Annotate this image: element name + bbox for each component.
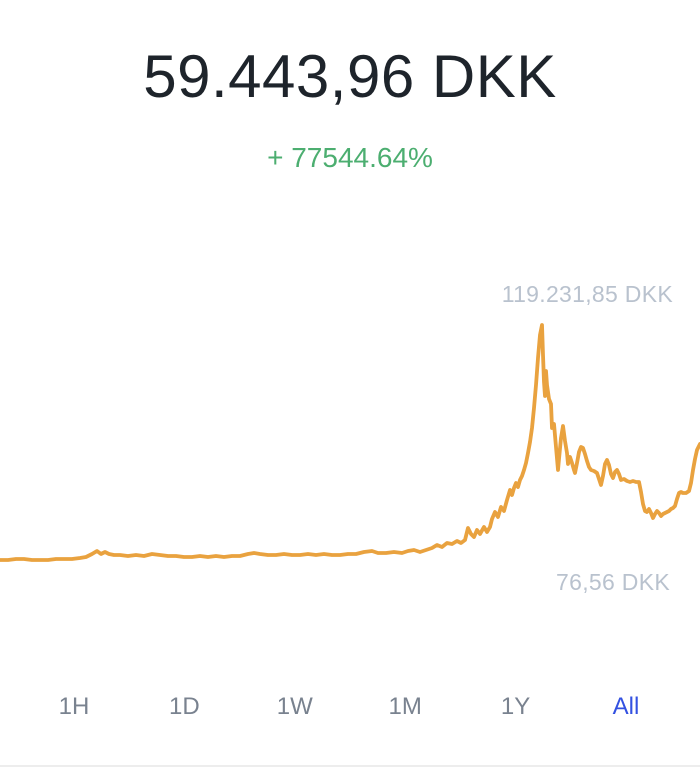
price-line bbox=[0, 323, 700, 562]
range-button-1h[interactable]: 1H bbox=[52, 691, 96, 723]
current-price: 59.443,96 DKK bbox=[143, 43, 557, 110]
time-range-selector: 1H 1D 1W 1M 1Y All bbox=[0, 691, 700, 723]
chart-high-label: 119.231,85 DKK bbox=[501, 281, 673, 307]
chart-low-label: 76,56 DKK bbox=[556, 569, 670, 595]
range-button-1d[interactable]: 1D bbox=[162, 691, 206, 723]
range-button-1w[interactable]: 1W bbox=[273, 691, 317, 723]
range-button-all[interactable]: All bbox=[604, 691, 648, 723]
range-button-1y[interactable]: 1Y bbox=[494, 691, 538, 723]
range-button-1m[interactable]: 1M bbox=[383, 691, 427, 723]
price-change-percent: + 77544.64% bbox=[267, 142, 433, 173]
bottom-divider bbox=[0, 765, 700, 767]
